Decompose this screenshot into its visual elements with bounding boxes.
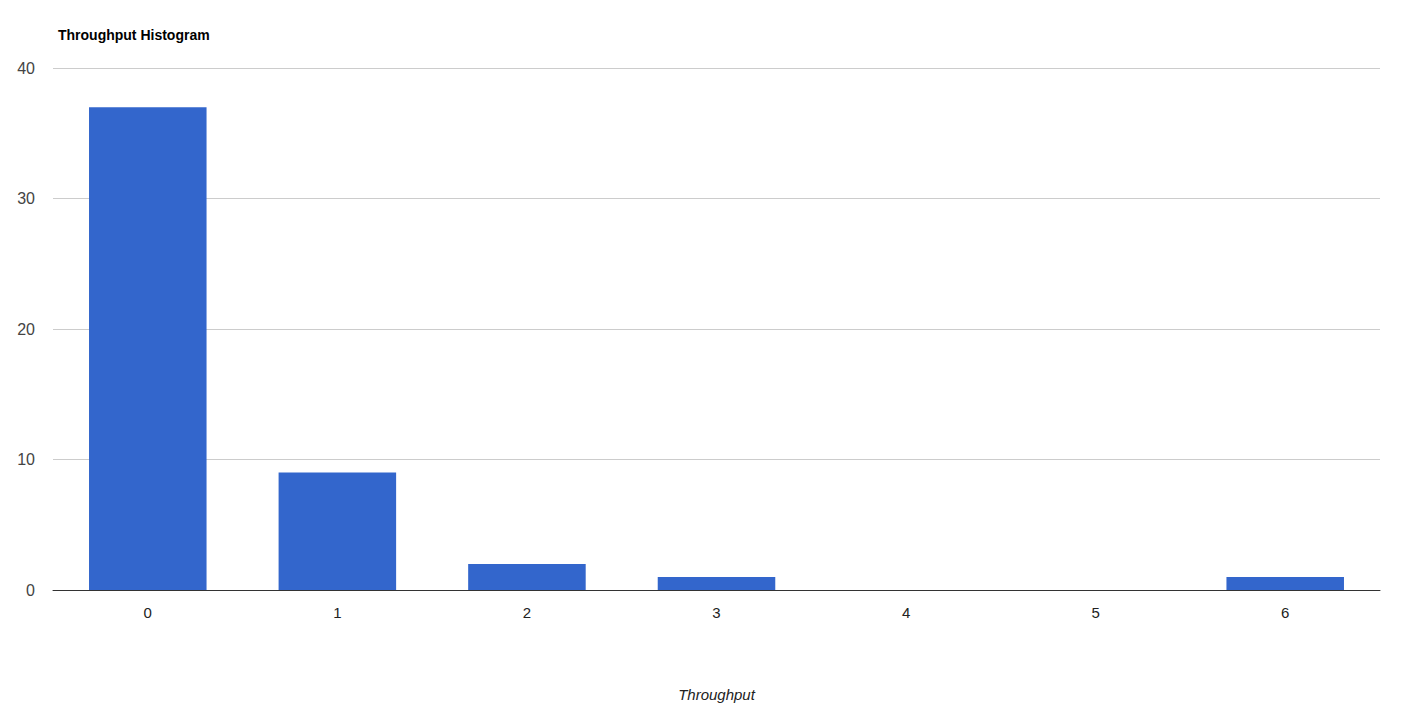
svg-text:6: 6 — [1281, 604, 1289, 621]
svg-text:1: 1 — [333, 604, 341, 621]
svg-text:30: 30 — [17, 190, 35, 207]
svg-text:2: 2 — [523, 604, 531, 621]
svg-text:10: 10 — [17, 451, 35, 468]
svg-text:5: 5 — [1091, 604, 1099, 621]
svg-text:3: 3 — [712, 604, 720, 621]
svg-text:0: 0 — [144, 604, 152, 621]
svg-text:4: 4 — [902, 604, 910, 621]
svg-text:Throughput Histogram: Throughput Histogram — [58, 27, 210, 43]
svg-text:0: 0 — [26, 582, 35, 599]
svg-text:20: 20 — [17, 321, 35, 338]
svg-text:40: 40 — [17, 60, 35, 77]
svg-text:Throughput: Throughput — [678, 686, 756, 703]
